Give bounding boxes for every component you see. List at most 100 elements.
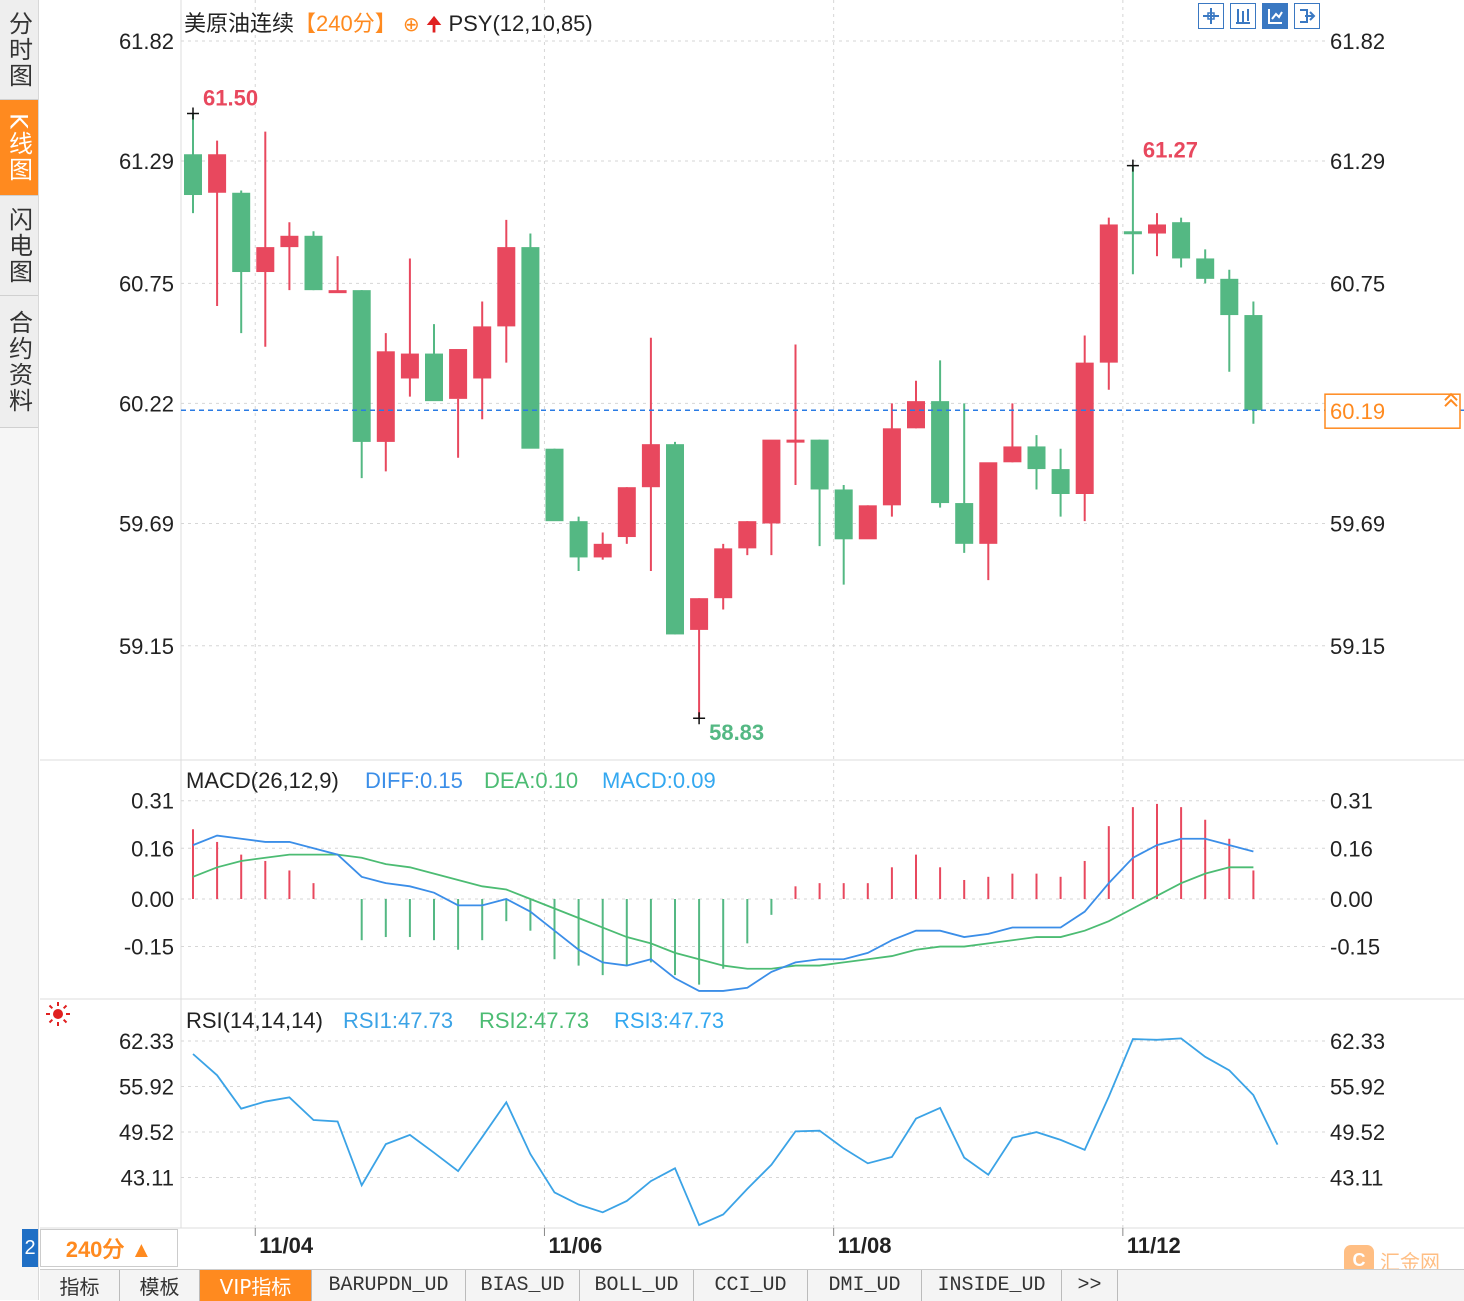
left-tab-bar: 分时图 K线图 闪电图 合约资料 [0, 0, 39, 1300]
candle-body [979, 462, 998, 544]
candle-body [907, 401, 925, 429]
bottom-tab-5[interactable]: BOLL_UD [580, 1270, 694, 1301]
candle-body [666, 444, 684, 635]
bottom-tab-4[interactable]: BIAS_UD [466, 1270, 580, 1301]
macd-title: MACD(26,12,9) [186, 768, 339, 793]
kline-ytick-right: 61.29 [1330, 149, 1385, 174]
rsi2-label: RSI2:47.73 [479, 1008, 589, 1033]
candle-body [352, 290, 371, 442]
kline-ytick-right: 60.75 [1330, 271, 1385, 296]
candle-body [1027, 446, 1046, 470]
candle-body [1003, 446, 1022, 463]
kline-ytick-right: 61.82 [1330, 29, 1385, 54]
crosshair-icon[interactable] [1198, 3, 1224, 29]
macd-ytick-right: 0.00 [1330, 887, 1373, 912]
bottom-tab-2[interactable]: VIP指标 [200, 1270, 312, 1301]
tab-contract-info[interactable]: 合约资料 [0, 296, 38, 428]
tab-timeshare[interactable]: 分时图 [0, 0, 38, 100]
indicator-toggle-icon[interactable]: ⊕ [402, 14, 420, 36]
bottom-tab-1[interactable]: 模板 [120, 1270, 200, 1301]
macd-ytick-left: 0.00 [131, 887, 174, 912]
indicator-settings-icon[interactable] [46, 1002, 70, 1026]
tab-kline[interactable]: K线图 [0, 100, 38, 196]
candle-body [1123, 231, 1142, 235]
chart-mode-icon[interactable] [1262, 3, 1288, 29]
rsi-title: RSI(14,14,14) [186, 1008, 323, 1033]
second-high-label-cross [1126, 159, 1139, 172]
candle-body [690, 598, 709, 630]
bottom-tab-9[interactable]: >> [1062, 1270, 1118, 1301]
rsi3-label: RSI3:47.73 [614, 1008, 724, 1033]
kline-ytick-left: 60.75 [119, 271, 174, 296]
psy-indicator-label[interactable]: PSY(12,10,85) [448, 11, 593, 36]
rsi-line [192, 1037, 1279, 1227]
second-high-label: 61.27 [1143, 138, 1198, 163]
kline-ytick-left: 59.15 [119, 634, 174, 659]
rsi1-label: RSI1:47.73 [343, 1008, 453, 1033]
macd-ytick-left: 0.31 [131, 789, 174, 814]
last-price-label: 60.19 [1330, 399, 1385, 424]
candle-style-icon[interactable] [1230, 3, 1256, 29]
period-selector[interactable]: 240分 ▲ [40, 1229, 178, 1267]
candle-body [1075, 362, 1094, 494]
candle-body [1220, 278, 1239, 316]
diff-line [192, 834, 1254, 992]
rsi-ytick-right: 49.52 [1330, 1120, 1385, 1145]
candle-body [569, 521, 588, 558]
left-tab-filler [0, 428, 38, 1300]
candle-body [473, 326, 492, 379]
macd-value-label: MACD:0.09 [602, 768, 716, 793]
candle-body [738, 521, 757, 549]
last-price-arrow-icon [1444, 392, 1458, 407]
candle-body [882, 428, 901, 506]
tab-flash-chart[interactable]: 闪电图 [0, 196, 38, 296]
candle-body [328, 290, 347, 294]
bottom-tab-0[interactable]: 指标 [40, 1270, 120, 1301]
macd-dea-label: DEA:0.10 [484, 768, 578, 793]
candle-body [834, 489, 853, 540]
min-price-label-cross [693, 712, 706, 725]
max-price-label: 61.50 [203, 85, 258, 110]
macd-ytick-left: 0.16 [131, 836, 174, 861]
max-price-label-cross [187, 107, 199, 120]
candle-body [931, 401, 950, 504]
candle-body [714, 548, 733, 599]
candle-body [617, 487, 636, 538]
bottom-tab-6[interactable]: CCI_UD [694, 1270, 808, 1301]
candle-body [1051, 469, 1070, 494]
candle-body [449, 349, 468, 399]
candle-body [400, 353, 419, 379]
candle-body [1099, 224, 1118, 363]
candle-body [521, 247, 540, 449]
candle-body [304, 235, 323, 291]
up-arrow-icon: 🠉 [425, 14, 443, 36]
candle-body [497, 247, 516, 327]
candle-body [762, 439, 781, 524]
period-index: 2 [22, 1229, 38, 1267]
candle-body [810, 439, 829, 490]
chart-header: 美原油连续【240分】 ⊕ 🠉 PSY(12,10,85) [184, 6, 593, 44]
min-price-label: 58.83 [709, 720, 764, 745]
bottom-tab-3[interactable]: BARUPDN_UD [312, 1270, 466, 1301]
xtick-label: 11/06 [548, 1233, 602, 1258]
exit-icon[interactable] [1294, 3, 1320, 29]
bottom-tab-7[interactable]: DMI_UD [808, 1270, 922, 1301]
last-price-box [1324, 393, 1461, 429]
kline-ytick-right: 59.15 [1330, 634, 1385, 659]
kline-ytick-left: 60.22 [119, 391, 174, 416]
candle-body [208, 154, 227, 193]
bottom-tab-8[interactable]: INSIDE_UD [922, 1270, 1062, 1301]
kline-ytick-right: 59.69 [1330, 511, 1385, 536]
kline-ytick-left: 61.29 [119, 149, 174, 174]
candle-body [184, 154, 202, 196]
candle-body [232, 192, 251, 273]
xtick-label: 11/08 [838, 1233, 892, 1258]
kline-ytick-left: 59.69 [119, 511, 174, 536]
candle-body [280, 235, 299, 248]
rsi-ytick-right: 43.11 [1330, 1165, 1383, 1190]
rsi-ytick-right: 55.92 [1330, 1075, 1385, 1100]
candle-body [256, 247, 275, 273]
macd-ytick-right: 0.31 [1330, 789, 1373, 814]
xtick-label: 11/12 [1127, 1233, 1181, 1258]
